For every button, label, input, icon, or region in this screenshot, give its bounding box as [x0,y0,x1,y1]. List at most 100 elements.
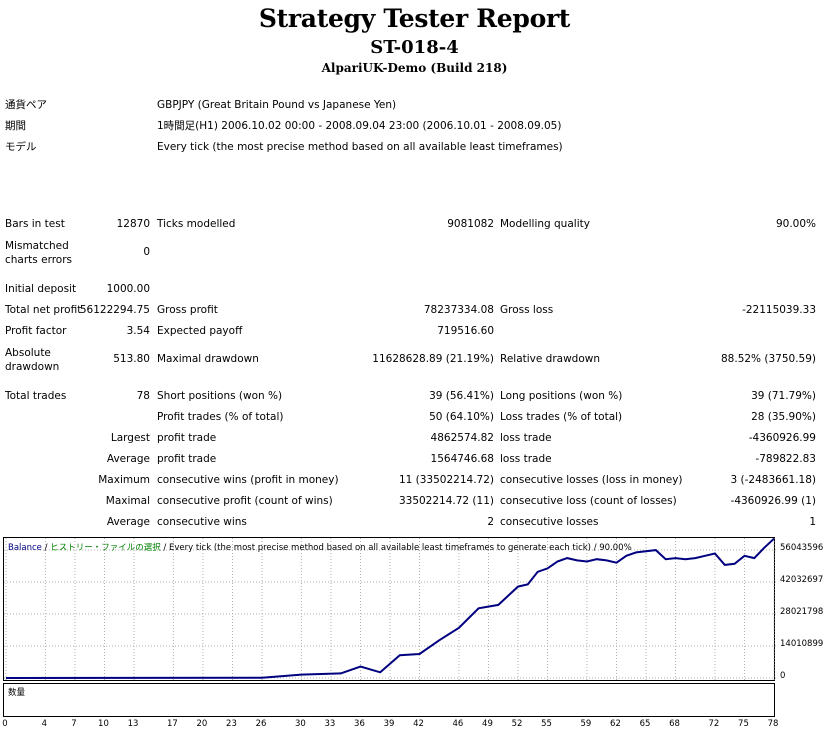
ticks-modelled-value: 9081082 [447,218,494,230]
modelling-quality-label: Modelling quality [500,218,590,230]
balance-series-line [5,538,775,679]
x-tick-label: 17 [166,719,178,729]
total-net-profit-value: 56122294.75 [79,304,150,316]
server-name: AlpariUK-Demo (Build 218) [321,61,508,75]
symbol-label: 通貨ペア [5,99,47,111]
max-cons-losses-value: 3 (-2483661.18) [730,474,816,486]
maximal-drawdown-label: Maximal drawdown [157,353,259,365]
maximal-label: Maximal [105,495,150,507]
profit-trades-label: Profit trades (% of total) [157,411,284,423]
caption-model-text: / Every tick (the most precise method ba… [160,543,632,553]
expected-payoff-value: 719516.60 [437,325,494,337]
absolute-drawdown-value: 513.80 [113,353,150,365]
legend-history-file: ヒストリー・ファイルの選択 [50,543,161,553]
model-label: モデル [5,141,37,153]
model-value: Every tick (the most precise method base… [157,141,563,153]
maximal-cons-loss-label: consecutive loss (count of losses) [500,495,677,507]
report-subtitle: ST-018-4 [370,37,459,58]
bars-in-test-value: 12870 [116,218,150,230]
mismatched-label: Mismatched charts errors [5,240,72,266]
x-tick-label: 36 [354,719,365,729]
avg-cons-losses-label: consecutive losses [500,516,599,528]
avg-cons-wins-value: 2 [487,516,494,528]
x-tick-label: 46 [452,719,464,729]
absolute-drawdown-label: Absolute drawdown [5,347,60,373]
maximal-cons-profit-label: consecutive profit (count of wins) [157,495,333,507]
largest-profit-label: profit trade [157,432,217,444]
loss-trades-label: Loss trades (% of total) [500,411,623,423]
x-tick-label: 49 [482,719,493,729]
symbol-value: GBPJPY (Great Britain Pound vs Japanese … [157,99,397,111]
average-loss-label: loss trade [500,453,552,465]
x-tick-label: 23 [226,719,237,729]
maximal-drawdown-value: 11628628.89 (21.19%) [372,353,494,365]
total-net-profit-label: Total net profit [5,304,82,316]
x-tick-label: 13 [127,719,139,729]
average-consecutive-label: Average [106,516,150,528]
x-tick-label: 7 [71,719,77,729]
mismatched-value: 0 [143,246,150,258]
long-positions-value: 39 (71.79%) [751,390,816,402]
total-trades-label: Total trades [5,390,67,402]
x-tick-label: 33 [324,719,336,729]
x-tick-label: 4 [41,719,48,729]
x-tick-label: 68 [669,719,680,729]
x-tick-label: 65 [639,719,651,729]
loss-trades-value: 28 (35.90%) [751,411,816,423]
x-tick-label: 20 [196,719,208,729]
caption-separator: / [41,543,51,553]
x-tick-label: 39 [383,719,395,729]
legend-balance: Balance [8,543,42,553]
x-tick-label: 55 [541,719,552,729]
x-tick-label: 42 [413,719,424,729]
modelling-quality-value: 90.00% [775,218,816,230]
y-tick-label: 56043596 [780,543,824,553]
gross-profit-value: 78237334.08 [423,304,494,316]
report-title: Strategy Tester Report [258,4,571,33]
average-profit-value: 1564746.68 [430,453,494,465]
gross-profit-label: Gross profit [157,304,218,316]
period-value: 1時間足(H1) 2006.10.02 00:00 - 2008.09.04 2… [157,120,562,132]
ticks-modelled-label: Ticks modelled [157,218,236,230]
y-tick-label: 14010899 [780,639,824,649]
short-positions-label: Short positions (won %) [157,390,283,402]
bars-in-test-label: Bars in test [5,218,65,230]
maximal-cons-loss-value: -4360926.99 (1) [730,495,816,507]
maximal-cons-profit-value: 33502214.72 (11) [398,495,494,507]
x-tick-label: 59 [580,719,592,729]
x-tick-label: 30 [294,719,306,729]
initial-deposit-label: Initial deposit [5,283,77,295]
initial-deposit-value: 1000.00 [106,283,150,295]
profit-trades-value: 50 (64.10%) [429,411,494,423]
expected-payoff-label: Expected payoff [157,325,243,337]
balance-chart-svg [4,538,776,682]
x-tick-label: 10 [98,719,109,729]
chart-caption: Balance / ヒストリー・ファイルの選択 / Every tick (th… [8,541,632,553]
x-tick-label: 0 [2,719,8,729]
x-tick-label: 62 [610,719,621,729]
x-tick-label: 26 [255,719,267,729]
relative-drawdown-value: 88.52% (3750.59) [721,353,816,365]
relative-drawdown-label: Relative drawdown [500,353,601,365]
period-label: 期間 [5,120,26,132]
balance-plot-area: Balance / ヒストリー・ファイルの選択 / Every tick (th… [3,537,776,682]
x-tick-label: 78 [767,719,779,729]
y-tick-label: 42032697 [780,575,824,585]
largest-profit-value: 4862574.82 [430,432,494,444]
largest-label: Largest [110,432,150,444]
profit-factor-value: 3.54 [126,325,150,337]
total-trades-value: 78 [136,390,150,402]
largest-loss-value: -4360926.99 [748,432,816,444]
largest-loss-label: loss trade [500,432,552,444]
avg-cons-losses-value: 1 [809,516,816,528]
x-tick-label: 75 [738,719,749,729]
average-profit-label: profit trade [157,453,217,465]
short-positions-value: 39 (56.41%) [429,390,494,402]
max-cons-wins-label: consecutive wins (profit in money) [157,474,339,486]
max-cons-wins-value: 11 (33502214.72) [398,474,494,486]
balance-chart: Balance / ヒストリー・ファイルの選択 / Every tick (th… [2,537,825,731]
y-tick-label: 0 [780,671,786,681]
average-label: Average [106,453,150,465]
x-tick-label: 72 [708,719,720,729]
gross-loss-label: Gross loss [500,304,554,316]
